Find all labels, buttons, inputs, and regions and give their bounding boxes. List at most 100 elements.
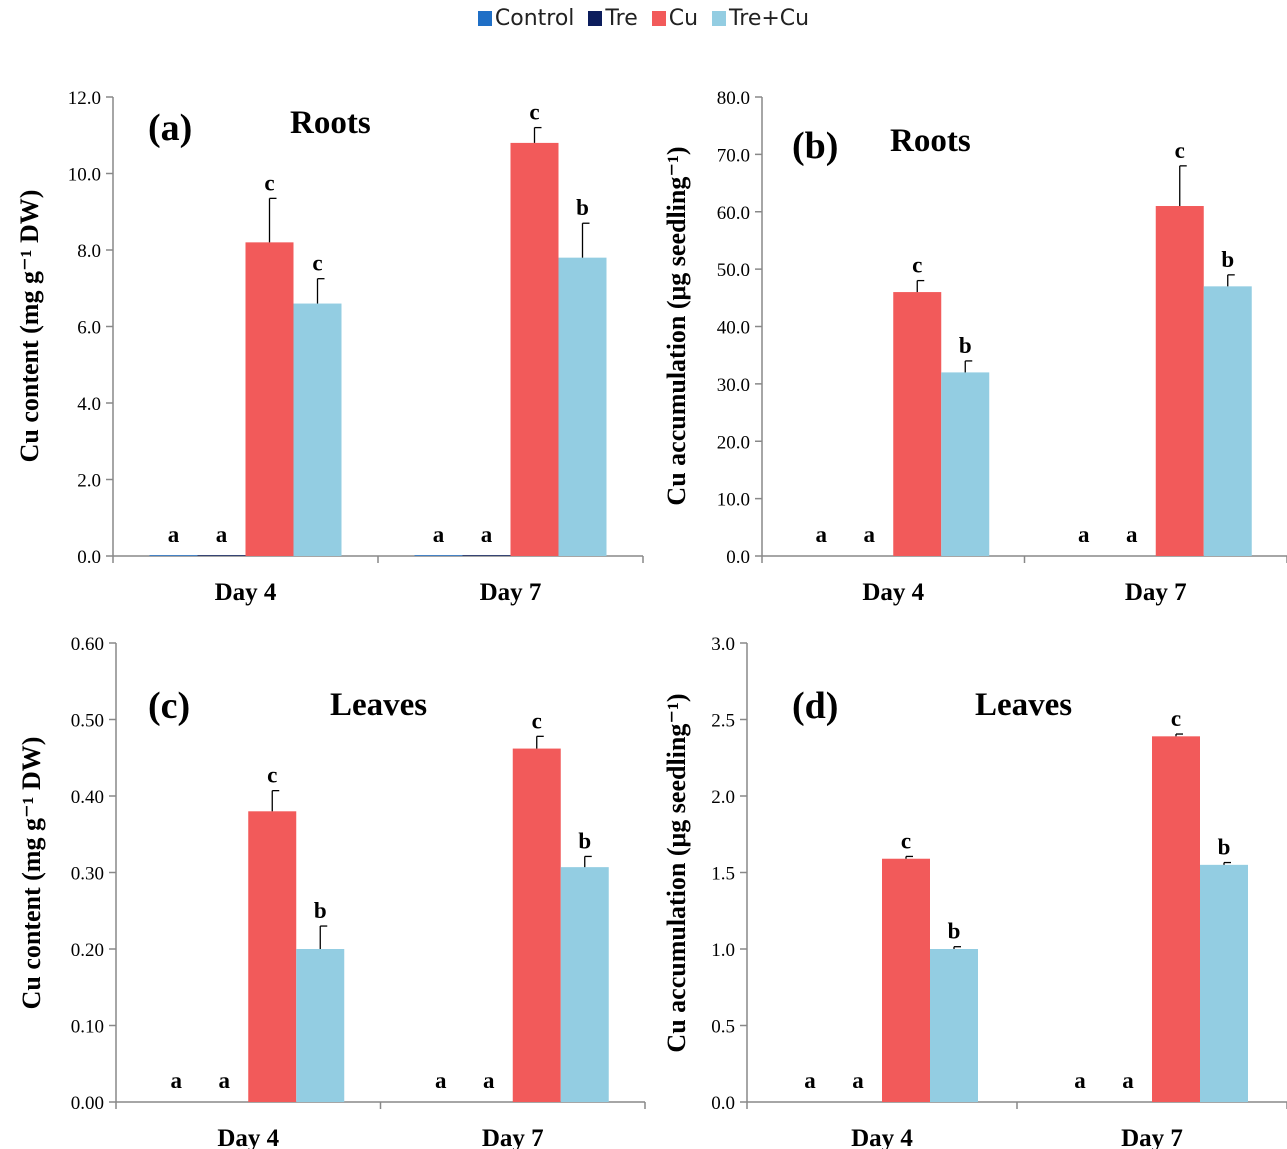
significance-letter: a bbox=[852, 1068, 864, 1093]
bar bbox=[1203, 286, 1252, 556]
y-axis-label: Cu content (mg g⁻¹ DW) bbox=[15, 190, 44, 463]
legend-item-tre-cu: Tre+Cu bbox=[712, 6, 809, 31]
bar bbox=[558, 257, 607, 556]
significance-letter: b bbox=[314, 898, 327, 923]
bar bbox=[893, 292, 942, 556]
bar bbox=[512, 748, 561, 1102]
significance-letter: a bbox=[1122, 1068, 1134, 1093]
chart-panel-1: 0.0 2.0 4.0 6.0 8.0 10.0 12.0 Day 4 a a c c Day 7 a a c… bbox=[15, 88, 644, 606]
y-tick-label: 10.0 bbox=[68, 165, 101, 186]
significance-letter: c bbox=[312, 251, 322, 276]
y-tick-label: 0.60 bbox=[71, 634, 104, 655]
bar bbox=[1200, 864, 1248, 1102]
significance-letter: a bbox=[481, 522, 493, 547]
y-axis-label: Cu accumulation (μg seedling⁻¹) bbox=[662, 146, 691, 505]
y-tick-label: 4.0 bbox=[77, 394, 101, 415]
bar bbox=[510, 142, 559, 556]
legend-item-cu: Cu bbox=[651, 6, 699, 31]
panel-label: (c) bbox=[148, 685, 190, 727]
legend-swatch-tre-cu bbox=[712, 11, 727, 26]
y-tick-label: 0.0 bbox=[726, 547, 750, 568]
significance-letter: a bbox=[1078, 522, 1090, 547]
bar bbox=[462, 555, 511, 556]
y-tick-label: 1.0 bbox=[711, 940, 735, 961]
significance-letter: a bbox=[168, 522, 180, 547]
x-category-label: Day 7 bbox=[482, 1125, 544, 1149]
significance-letter: c bbox=[264, 170, 274, 195]
y-tick-label: 0.50 bbox=[71, 711, 104, 732]
y-tick-label: 70.0 bbox=[717, 145, 750, 166]
y-axis-label: Cu content (mg g⁻¹ DW) bbox=[17, 737, 46, 1010]
y-tick-label: 0.0 bbox=[711, 1093, 735, 1114]
y-tick-label: 30.0 bbox=[717, 375, 750, 396]
x-category-label: Day 4 bbox=[215, 579, 277, 606]
significance-letter: c bbox=[267, 763, 277, 788]
y-tick-label: 2.0 bbox=[711, 787, 735, 808]
y-tick-label: 1.5 bbox=[711, 864, 735, 885]
significance-letter: a bbox=[864, 522, 876, 547]
legend-label-tre: Tre bbox=[605, 6, 638, 31]
bar bbox=[248, 811, 297, 1102]
significance-letter: c bbox=[912, 253, 922, 278]
bar bbox=[1155, 206, 1204, 556]
significance-letter: c bbox=[532, 708, 542, 733]
significance-letter: c bbox=[1175, 138, 1185, 163]
legend-item-tre: Tre bbox=[588, 6, 638, 31]
y-tick-label: 20.0 bbox=[717, 432, 750, 453]
panel-label: (d) bbox=[792, 685, 838, 727]
significance-letter: b bbox=[578, 828, 591, 853]
legend-swatch-cu bbox=[651, 11, 666, 26]
significance-letter: b bbox=[959, 333, 972, 358]
chart-legend: Control Tre Cu Tre+Cu bbox=[0, 6, 1287, 31]
legend-swatch-control bbox=[477, 11, 492, 26]
legend-swatch-tre bbox=[588, 11, 603, 26]
panel-title: Roots bbox=[890, 123, 971, 159]
panel-title: Roots bbox=[290, 105, 371, 141]
legend-item-control: Control bbox=[477, 6, 575, 31]
y-tick-label: 0.40 bbox=[71, 787, 104, 808]
significance-letter: a bbox=[483, 1068, 495, 1093]
y-tick-label: 2.5 bbox=[711, 711, 735, 732]
significance-letter: a bbox=[171, 1068, 183, 1093]
significance-letter: a bbox=[804, 1068, 816, 1093]
y-tick-label: 80.0 bbox=[717, 88, 750, 109]
panel-title: Leaves bbox=[330, 687, 427, 723]
legend-label-control: Control bbox=[494, 6, 575, 31]
significance-letter: a bbox=[435, 1068, 447, 1093]
significance-letter: a bbox=[816, 522, 828, 547]
x-category-label: Day 7 bbox=[480, 579, 542, 606]
panel-title: Leaves bbox=[975, 687, 1072, 723]
bar bbox=[197, 555, 246, 556]
bar bbox=[293, 303, 342, 556]
significance-letter: b bbox=[1221, 247, 1234, 272]
significance-letter: a bbox=[1074, 1068, 1086, 1093]
panel-label: (b) bbox=[792, 125, 838, 167]
y-tick-label: 40.0 bbox=[717, 318, 750, 339]
bar bbox=[941, 372, 990, 556]
x-category-label: Day 4 bbox=[862, 579, 924, 606]
significance-letter: b bbox=[948, 919, 961, 944]
chart-panel-3: 0.00 0.10 0.20 0.30 0.40 0.50 0.60 Day 4 a a c b Day… bbox=[17, 634, 646, 1149]
legend-label-cu: Cu bbox=[668, 6, 699, 31]
bar bbox=[560, 867, 609, 1102]
bar bbox=[149, 555, 198, 556]
y-tick-label: 0.0 bbox=[77, 547, 101, 568]
significance-letter: b bbox=[576, 195, 589, 220]
chart-panel-4: 0.0 0.5 1.0 1.5 2.0 2.5 3.0 Day 4 a a c b Day 7 a a c b (… bbox=[662, 634, 1287, 1149]
y-tick-label: 8.0 bbox=[77, 241, 101, 262]
y-tick-label: 3.0 bbox=[711, 634, 735, 655]
bar bbox=[1152, 736, 1200, 1102]
significance-letter: c bbox=[901, 828, 911, 853]
chart-panel-2: 0.0 10.0 20.0 30.0 40.0 50.0 60.0 70.0 80.0 Day 4… bbox=[662, 88, 1287, 606]
bar bbox=[930, 949, 978, 1102]
y-tick-label: 0.5 bbox=[711, 1017, 735, 1038]
bar bbox=[296, 949, 345, 1102]
significance-letter: a bbox=[1126, 522, 1138, 547]
bar bbox=[245, 242, 294, 556]
y-tick-label: 0.30 bbox=[71, 864, 104, 885]
x-category-label: Day 4 bbox=[851, 1125, 913, 1149]
significance-letter: c bbox=[529, 100, 539, 125]
significance-letter: a bbox=[219, 1068, 231, 1093]
y-tick-label: 12.0 bbox=[68, 88, 101, 109]
